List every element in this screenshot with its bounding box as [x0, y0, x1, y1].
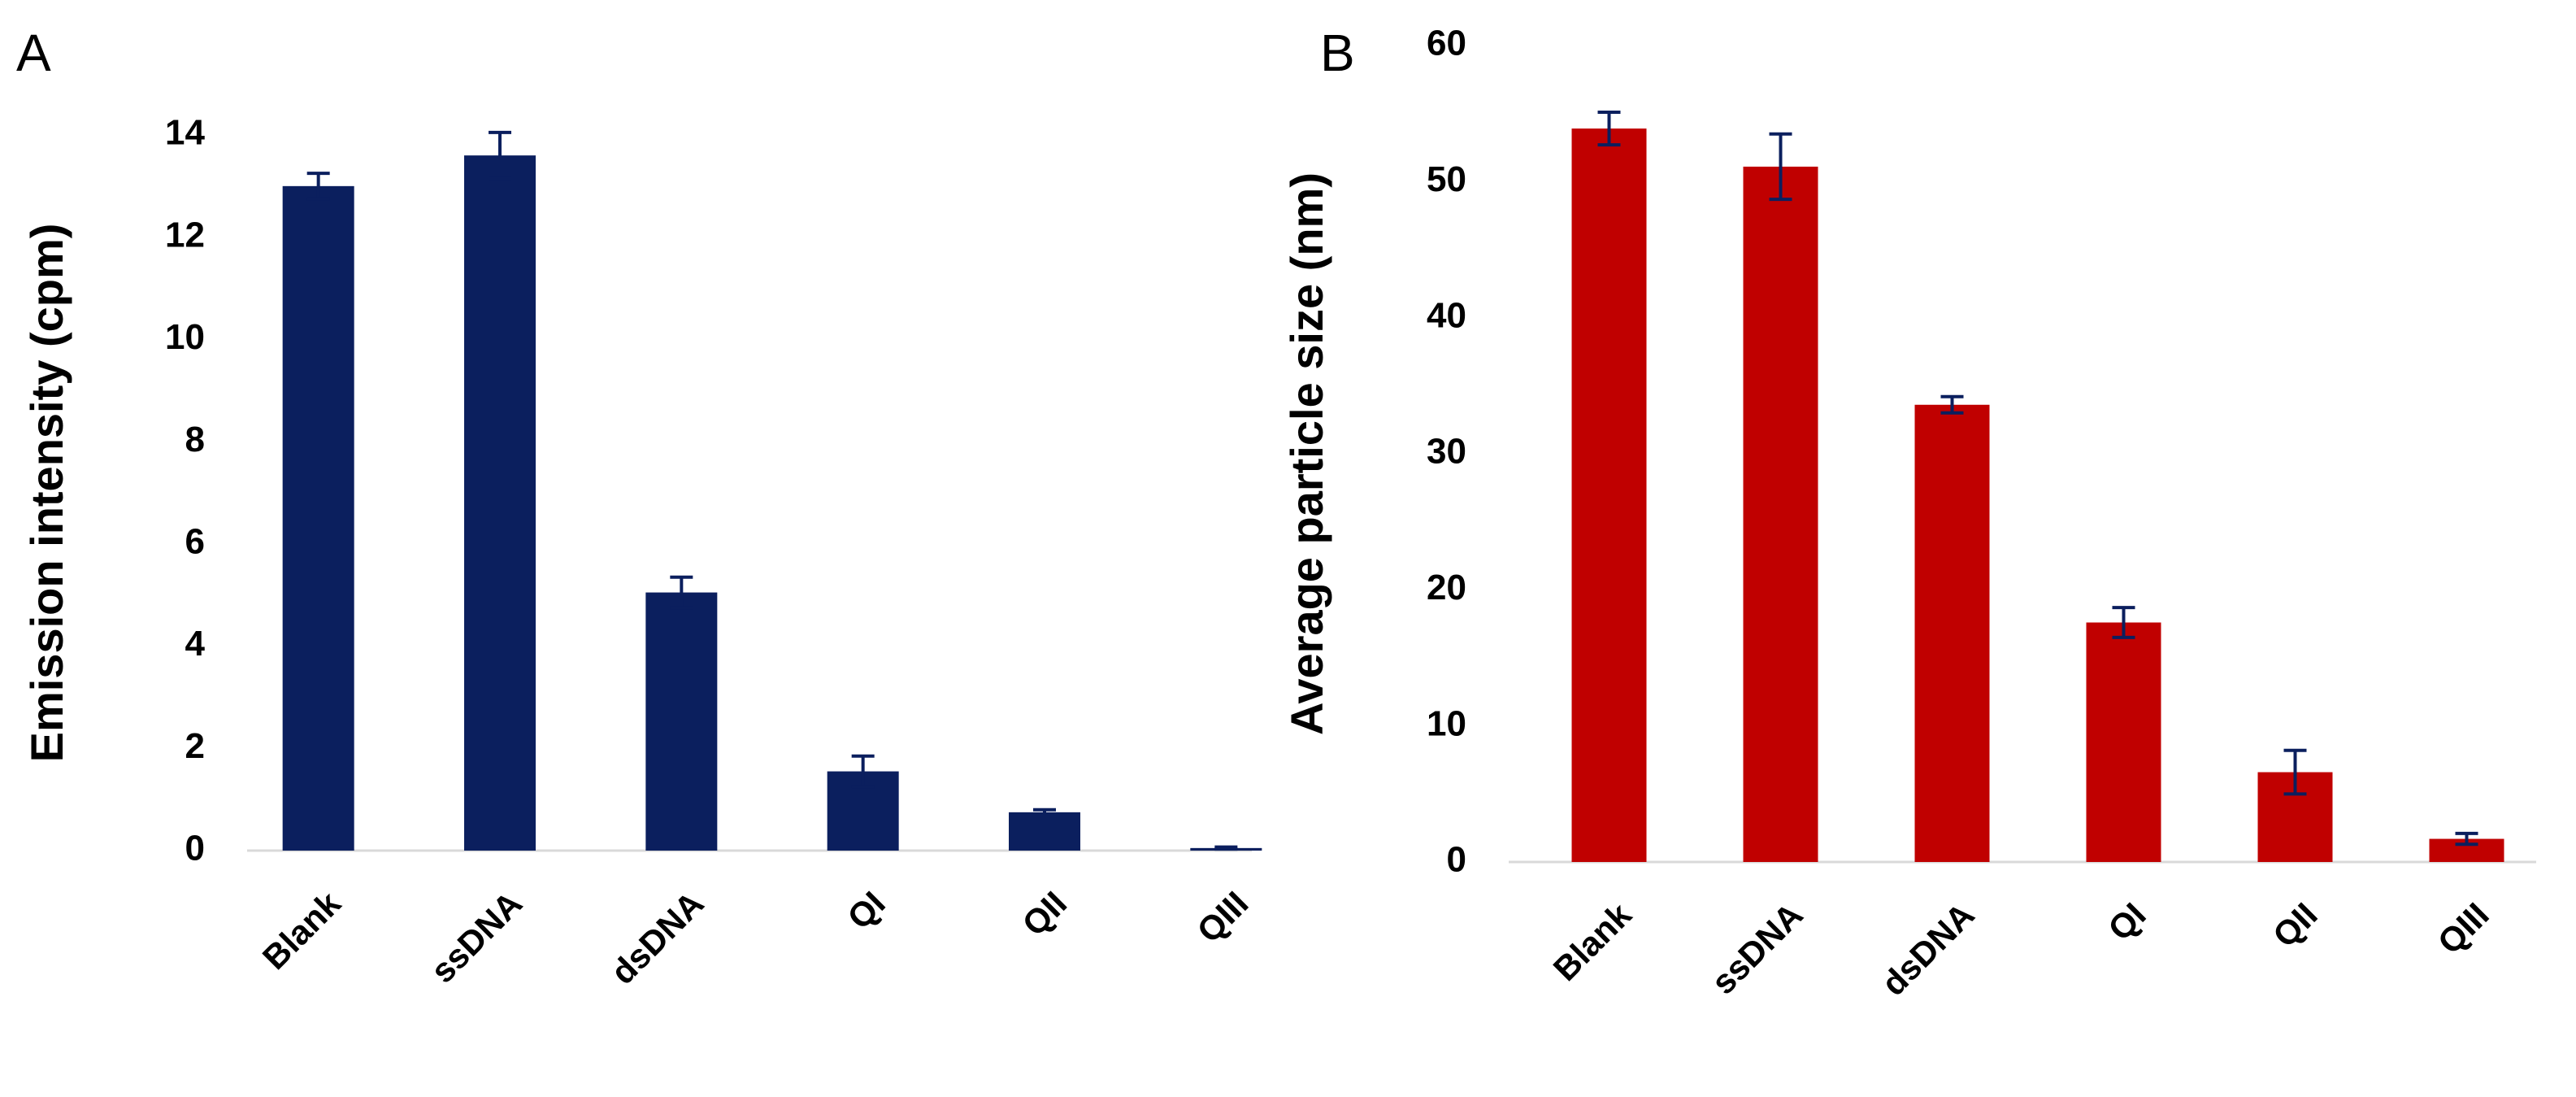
y-tick-label: 10 — [165, 317, 205, 357]
y-tick-label: 10 — [1427, 703, 1466, 743]
bar — [1571, 128, 1647, 862]
x-tick-label: ssDNA — [1704, 895, 1810, 1002]
bar — [1009, 812, 1080, 851]
x-tick-label: dsDNA — [603, 884, 710, 991]
bar — [1743, 166, 1818, 863]
y-tick-label: 12 — [165, 215, 205, 255]
bar — [2086, 622, 2161, 862]
x-tick-label: QI — [840, 884, 893, 937]
x-tick-label: QII — [2265, 895, 2325, 955]
panel-label: A — [16, 24, 51, 82]
x-tick-label: QI — [2100, 895, 2153, 948]
x-tick-label: Blank — [255, 884, 349, 977]
y-tick-label: 6 — [185, 521, 205, 561]
y-tick-label: 60 — [1427, 24, 1466, 63]
y-tick-label: 0 — [1447, 840, 1466, 880]
x-tick-label: QIII — [2430, 895, 2496, 961]
y-tick-label: 20 — [1427, 568, 1466, 607]
y-tick-label: 0 — [185, 829, 205, 868]
y-tick-label: 30 — [1427, 432, 1466, 472]
x-tick-label: QIII — [1189, 884, 1255, 950]
bar — [282, 185, 354, 851]
x-tick-label: dsDNA — [1874, 895, 1981, 1003]
panel-label: B — [1320, 24, 1355, 82]
x-tick-label: QII — [1014, 884, 1074, 943]
y-axis-title: Average particle size (nm) — [1281, 172, 1332, 735]
y-tick-label: 4 — [185, 624, 206, 664]
y-axis-title: Emission intensity (cpm) — [21, 224, 72, 763]
x-tick-label: Blank — [1546, 895, 1640, 989]
bar — [1914, 404, 1990, 862]
y-tick-label: 40 — [1427, 295, 1466, 335]
bar — [464, 155, 536, 851]
y-tick-label: 8 — [185, 420, 205, 459]
x-tick-label: ssDNA — [424, 884, 530, 990]
bar — [645, 592, 718, 851]
y-tick-label: 2 — [185, 726, 205, 766]
y-tick-label: 14 — [165, 113, 205, 153]
y-tick-label: 50 — [1427, 159, 1466, 199]
